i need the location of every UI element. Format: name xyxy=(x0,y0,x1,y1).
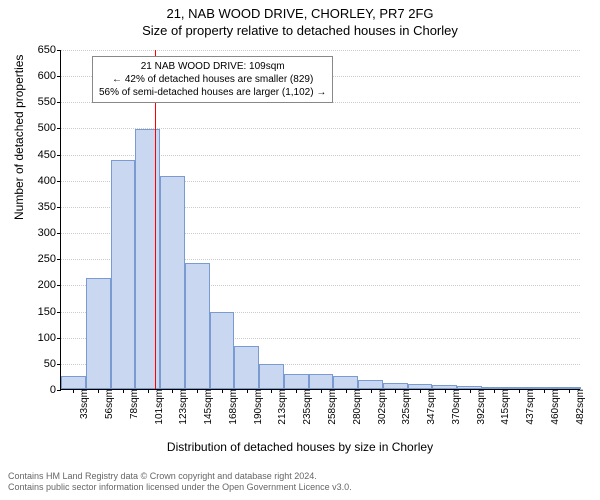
chart-container: 21, NAB WOOD DRIVE, CHORLEY, PR7 2FG Siz… xyxy=(0,0,600,500)
x-tick-label: 325sqm xyxy=(399,389,412,425)
x-tick-label: 280sqm xyxy=(350,389,363,425)
x-tick-label: 482sqm xyxy=(573,389,586,425)
x-tick-mark xyxy=(222,389,223,393)
histogram-bar xyxy=(284,374,309,389)
x-tick-label: 213sqm xyxy=(275,389,288,425)
y-tick-label: 650 xyxy=(38,44,61,56)
x-tick-label: 437sqm xyxy=(523,389,536,425)
x-tick-mark xyxy=(296,389,297,393)
y-tick-label: 150 xyxy=(38,306,61,318)
x-tick-label: 123sqm xyxy=(176,389,189,425)
x-tick-mark xyxy=(494,389,495,393)
x-tick-label: 101sqm xyxy=(152,389,165,425)
histogram-bar xyxy=(210,312,235,389)
y-tick-label: 50 xyxy=(44,358,61,370)
histogram-bar xyxy=(185,263,210,389)
y-tick-label: 250 xyxy=(38,253,61,265)
x-tick-mark xyxy=(321,389,322,393)
x-tick-label: 168sqm xyxy=(226,389,239,425)
x-tick-mark xyxy=(470,389,471,393)
x-tick-label: 415sqm xyxy=(498,389,511,425)
histogram-bar xyxy=(333,376,358,389)
x-tick-label: 370sqm xyxy=(449,389,462,425)
y-tick-label: 550 xyxy=(38,96,61,108)
histogram-bar xyxy=(61,376,86,389)
x-tick-mark xyxy=(371,389,372,393)
x-axis-label: Distribution of detached houses by size … xyxy=(0,440,600,454)
x-tick-label: 145sqm xyxy=(201,389,214,425)
x-tick-mark xyxy=(73,389,74,393)
x-tick-mark xyxy=(247,389,248,393)
annotation-line2: ← 42% of detached houses are smaller (82… xyxy=(99,73,326,86)
x-tick-mark xyxy=(123,389,124,393)
y-tick-label: 300 xyxy=(38,227,61,239)
histogram-bar xyxy=(86,278,111,389)
title-address: 21, NAB WOOD DRIVE, CHORLEY, PR7 2FG xyxy=(0,0,600,21)
gridline xyxy=(61,50,580,51)
histogram-bar xyxy=(160,176,185,389)
y-tick-label: 500 xyxy=(38,122,61,134)
x-tick-mark xyxy=(346,389,347,393)
histogram-bar xyxy=(259,364,284,389)
x-tick-mark xyxy=(148,389,149,393)
x-tick-mark xyxy=(271,389,272,393)
y-tick-label: 0 xyxy=(50,384,61,396)
x-tick-label: 78sqm xyxy=(127,389,140,419)
y-tick-label: 200 xyxy=(38,279,61,291)
y-tick-label: 350 xyxy=(38,201,61,213)
histogram-bar xyxy=(234,346,259,389)
x-tick-mark xyxy=(395,389,396,393)
x-tick-mark xyxy=(98,389,99,393)
footer-attribution: Contains HM Land Registry data © Crown c… xyxy=(8,471,352,494)
annotation-line3: 56% of semi-detached houses are larger (… xyxy=(99,86,326,99)
x-tick-label: 347sqm xyxy=(424,389,437,425)
footer-line1: Contains HM Land Registry data © Crown c… xyxy=(8,471,352,483)
footer-line2: Contains public sector information licen… xyxy=(8,482,352,494)
x-tick-mark xyxy=(172,389,173,393)
histogram-bar xyxy=(111,160,136,389)
annotation-line1: 21 NAB WOOD DRIVE: 109sqm xyxy=(99,60,326,73)
y-tick-label: 100 xyxy=(38,332,61,344)
y-axis-label: Number of detached properties xyxy=(12,55,26,220)
histogram-bar xyxy=(309,374,334,389)
y-tick-label: 450 xyxy=(38,149,61,161)
x-tick-label: 190sqm xyxy=(251,389,264,425)
x-tick-label: 33sqm xyxy=(77,389,90,419)
histogram-bar xyxy=(358,380,383,389)
x-tick-mark xyxy=(420,389,421,393)
x-tick-mark xyxy=(544,389,545,393)
property-annotation: 21 NAB WOOD DRIVE: 109sqm ← 42% of detac… xyxy=(92,56,333,103)
histogram-bar xyxy=(135,129,160,389)
x-tick-label: 56sqm xyxy=(102,389,115,419)
x-tick-label: 460sqm xyxy=(548,389,561,425)
x-tick-mark xyxy=(445,389,446,393)
title-subtitle: Size of property relative to detached ho… xyxy=(0,21,600,38)
x-tick-mark xyxy=(197,389,198,393)
x-tick-label: 302sqm xyxy=(375,389,388,425)
x-tick-mark xyxy=(569,389,570,393)
y-tick-label: 400 xyxy=(38,175,61,187)
y-tick-label: 600 xyxy=(38,70,61,82)
x-tick-label: 392sqm xyxy=(474,389,487,425)
x-tick-label: 258sqm xyxy=(325,389,338,425)
x-tick-mark xyxy=(519,389,520,393)
x-tick-label: 235sqm xyxy=(300,389,313,425)
